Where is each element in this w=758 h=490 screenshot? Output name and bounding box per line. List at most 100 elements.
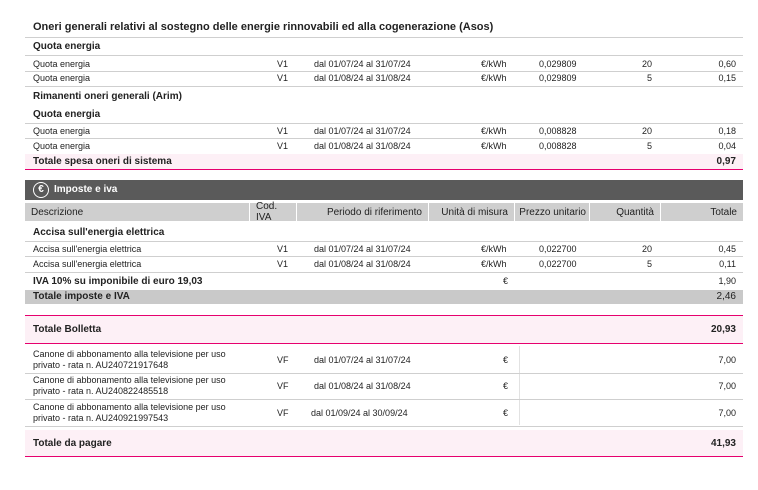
- row-period: dal 01/07/24 al 31/07/24: [314, 59, 411, 69]
- row-desc: Quota energia: [33, 73, 91, 83]
- row-total: 0,60: [718, 59, 736, 69]
- canone-period: dal 01/07/24 al 31/07/24: [314, 355, 411, 365]
- iva-unit: €: [503, 276, 509, 286]
- canone-cod: VF: [277, 355, 289, 365]
- row-total: 0,04: [718, 141, 736, 151]
- canone-total: 7,00: [718, 408, 736, 418]
- pagare-value: 41,93: [710, 438, 736, 449]
- canone-desc-line: privato - rata n. AU240721917648: [33, 360, 169, 370]
- row-desc: Quota energia: [33, 59, 91, 69]
- row-price: 0,022700: [539, 244, 577, 254]
- row-qty: 20: [641, 244, 652, 254]
- bolletta-row: [25, 316, 743, 343]
- canone-period: dal 01/09/24 al 30/09/24: [311, 408, 408, 418]
- canone-desc-line: Canone di abbonamento alla televisione p…: [33, 375, 226, 385]
- row-total: 0,11: [719, 259, 736, 269]
- arim-title: Rimanenti oneri generali (Arim): [33, 91, 182, 102]
- accent-divider: [25, 315, 743, 316]
- canone-unit: €: [503, 381, 509, 391]
- iva-value: 1,90: [718, 276, 736, 286]
- canone-unit: €: [503, 408, 509, 418]
- iva-label: IVA 10% su imponibile di euro 19,03: [33, 276, 203, 287]
- canone-desc: Canone di abbonamento alla televisione p…: [33, 375, 226, 397]
- row-desc: Quota energia: [33, 126, 91, 136]
- asos-subtitle: Quota energia: [33, 41, 101, 52]
- imposte-title: Imposte e iva: [54, 184, 118, 195]
- row-cod: V1: [277, 59, 289, 69]
- canone-desc-line: privato - rata n. AU240921997543: [33, 413, 169, 423]
- imposte-total-label: Totale imposte e IVA: [33, 291, 130, 302]
- divider: [25, 71, 743, 72]
- col-header-total: Totale: [661, 203, 743, 221]
- oneri-total-row: [25, 154, 743, 169]
- canone-desc: Canone di abbonamento alla televisione p…: [33, 402, 226, 424]
- row-cod: V1: [277, 73, 289, 83]
- row-unit: €/kWh: [481, 244, 507, 254]
- row-period: dal 01/07/24 al 31/07/24: [314, 126, 411, 136]
- divider: [25, 37, 743, 38]
- divider: [25, 426, 743, 427]
- canone-desc-line: Canone di abbonamento alla televisione p…: [33, 402, 226, 412]
- col-header-price: Prezzo unitario: [515, 203, 589, 221]
- accent-divider: [25, 343, 743, 344]
- row-cod: V1: [277, 126, 289, 136]
- imposte-total-row: [25, 290, 743, 304]
- bolletta-label: Totale Bolletta: [33, 324, 102, 335]
- euro-circle-icon: €: [33, 182, 49, 198]
- row-price: 0,029809: [539, 73, 577, 83]
- col-header-cod: Cod. IVA: [250, 201, 296, 223]
- row-cod: V1: [277, 259, 289, 269]
- imposte-header-bar: [25, 180, 743, 200]
- row-period: dal 01/08/24 al 31/08/24: [314, 259, 411, 269]
- row-desc: Quota energia: [33, 141, 91, 151]
- divider: [25, 138, 743, 139]
- divider: [25, 399, 743, 400]
- bolletta-value: 20,93: [710, 324, 736, 335]
- asos-title: Oneri generali relativi al sostegno dell…: [33, 21, 494, 33]
- row-price: 0,022700: [539, 259, 577, 269]
- row-unit: €/kWh: [481, 126, 507, 136]
- row-unit: €/kWh: [481, 141, 507, 151]
- row-qty: 20: [641, 126, 652, 136]
- canone-cod: VF: [277, 408, 289, 418]
- row-period: dal 01/08/24 al 31/08/24: [314, 73, 411, 83]
- row-period: dal 01/07/24 al 31/07/24: [314, 244, 411, 254]
- canone-unit: €: [503, 355, 509, 365]
- canone-desc-line: privato - rata n. AU240822485518: [33, 386, 169, 396]
- oneri-total-label: Totale spesa oneri di sistema: [33, 156, 172, 167]
- row-price: 0,008828: [539, 141, 577, 151]
- divider: [25, 256, 743, 257]
- divider: [25, 123, 743, 124]
- divider: [25, 86, 743, 87]
- oneri-total-value: 0,97: [716, 156, 736, 167]
- divider: [25, 373, 743, 374]
- row-unit: €/kWh: [481, 59, 507, 69]
- canone-total: 7,00: [718, 381, 736, 391]
- row-price: 0,008828: [539, 126, 577, 136]
- row-qty: 5: [646, 73, 652, 83]
- canone-period: dal 01/08/24 al 31/08/24: [314, 381, 411, 391]
- row-qty: 20: [641, 59, 652, 69]
- column-divider: [519, 346, 520, 425]
- col-header-unit: Unità di misura: [429, 203, 514, 221]
- divider: [25, 272, 743, 273]
- row-cod: V1: [277, 244, 289, 254]
- pagare-label: Totale da pagare: [33, 438, 112, 449]
- col-header-qty: Quantità: [590, 203, 660, 221]
- canone-desc: Canone di abbonamento alla televisione p…: [33, 349, 226, 371]
- row-desc: Accisa sull'energia elettrica: [33, 244, 142, 254]
- arim-subtitle: Quota energia: [33, 109, 101, 120]
- row-total: 0,15: [718, 73, 736, 83]
- accent-divider: [25, 456, 743, 457]
- imposte-total-value: 2,46: [716, 291, 736, 302]
- row-qty: 5: [646, 259, 652, 269]
- row-total: 0,45: [718, 244, 736, 254]
- accent-divider: [25, 169, 743, 170]
- row-price: 0,029809: [539, 59, 577, 69]
- row-unit: €/kWh: [481, 73, 507, 83]
- canone-desc-line: Canone di abbonamento alla televisione p…: [33, 349, 226, 359]
- pagare-row: [25, 430, 743, 456]
- row-qty: 5: [646, 141, 652, 151]
- canone-cod: VF: [277, 381, 289, 391]
- divider: [25, 241, 743, 242]
